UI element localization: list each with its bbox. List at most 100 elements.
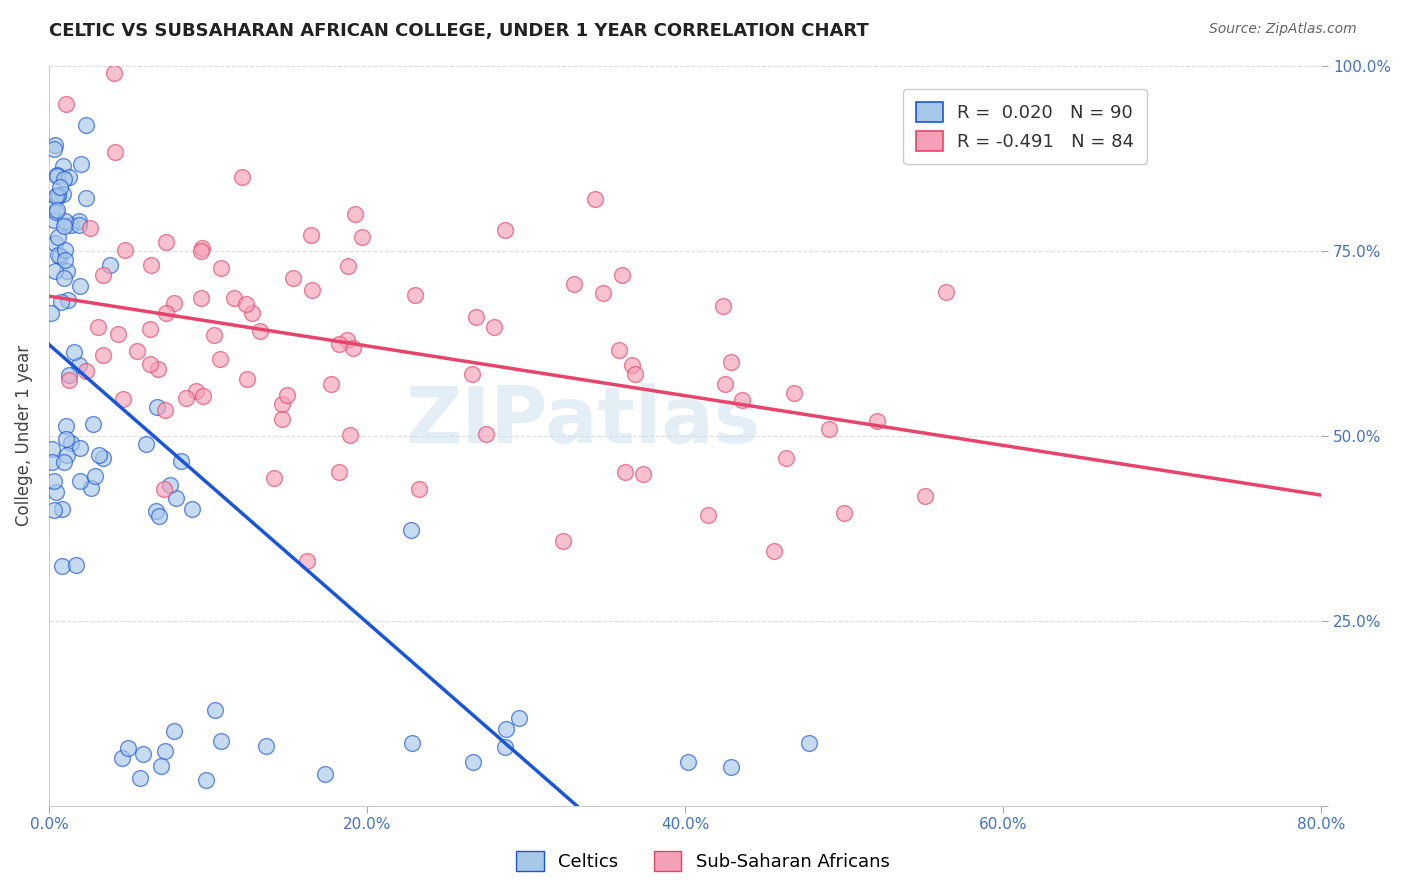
Point	[56, 264, 79, 278]
Point	[209, 351, 232, 366]
Point	[149, 758, 172, 772]
Point	[70, 157, 93, 171]
Point	[343, 207, 366, 221]
Point	[59, 436, 82, 450]
Point	[508, 711, 530, 725]
Point	[711, 299, 734, 313]
Point	[610, 268, 633, 283]
Point	[82, 417, 104, 431]
Point	[817, 422, 839, 436]
Point	[762, 544, 785, 558]
Point	[46, 187, 69, 202]
Point	[53, 214, 76, 228]
Point	[162, 296, 184, 310]
Point	[67, 214, 90, 228]
Point	[191, 389, 214, 403]
Point	[592, 285, 614, 300]
Point	[41, 442, 63, 456]
Point	[44, 264, 66, 278]
Point	[461, 368, 484, 382]
Point	[231, 170, 253, 185]
Point	[129, 771, 152, 785]
Point	[69, 442, 91, 456]
Point	[125, 343, 148, 358]
Point	[494, 222, 516, 236]
Point	[209, 260, 232, 275]
Point	[319, 376, 342, 391]
Point	[75, 118, 97, 132]
Point	[614, 465, 637, 479]
Point	[83, 469, 105, 483]
Point	[91, 348, 114, 362]
Point	[190, 291, 212, 305]
Point	[60, 218, 83, 232]
Point	[91, 268, 114, 282]
Point	[465, 310, 488, 325]
Point	[337, 259, 360, 273]
Point	[271, 411, 294, 425]
Point	[52, 219, 75, 233]
Point	[46, 202, 69, 217]
Point	[46, 248, 69, 262]
Point	[58, 169, 80, 184]
Point	[44, 137, 66, 152]
Point	[153, 743, 176, 757]
Point	[328, 336, 350, 351]
Point	[553, 533, 575, 548]
Point	[240, 306, 263, 320]
Point	[56, 448, 79, 462]
Point	[55, 432, 77, 446]
Point	[52, 271, 75, 285]
Point	[111, 751, 134, 765]
Point	[145, 401, 167, 415]
Point	[104, 145, 127, 159]
Point	[339, 428, 361, 442]
Point	[621, 358, 644, 372]
Text: ZIPatlas: ZIPatlas	[406, 383, 761, 458]
Point	[112, 392, 135, 406]
Point	[65, 558, 87, 573]
Point	[44, 485, 66, 500]
Point	[697, 508, 720, 522]
Point	[281, 270, 304, 285]
Point	[676, 755, 699, 769]
Point	[180, 502, 202, 516]
Point	[204, 327, 226, 342]
Point	[186, 384, 208, 398]
Point	[67, 218, 90, 232]
Point	[91, 450, 114, 465]
Point	[631, 467, 654, 481]
Y-axis label: College, Under 1 year: College, Under 1 year	[15, 345, 32, 526]
Point	[174, 391, 197, 405]
Point	[562, 277, 585, 291]
Point	[89, 448, 111, 462]
Point	[53, 172, 76, 186]
Point	[249, 324, 271, 338]
Point	[103, 66, 125, 80]
Point	[75, 364, 97, 378]
Point	[209, 733, 232, 747]
Point	[45, 189, 67, 203]
Point	[46, 169, 69, 183]
Legend: R =  0.020   N = 90, R = -0.491   N = 84: R = 0.020 N = 90, R = -0.491 N = 84	[903, 89, 1147, 163]
Point	[49, 295, 72, 310]
Point	[191, 240, 214, 254]
Point	[720, 355, 742, 369]
Point	[51, 558, 73, 573]
Point	[42, 502, 65, 516]
Point	[42, 142, 65, 156]
Point	[41, 202, 63, 216]
Point	[714, 376, 737, 391]
Point	[609, 343, 631, 358]
Point	[56, 293, 79, 307]
Point	[222, 291, 245, 305]
Point	[328, 465, 350, 479]
Point	[45, 169, 67, 183]
Point	[153, 403, 176, 417]
Point	[782, 386, 804, 401]
Point	[408, 482, 430, 496]
Point	[75, 191, 97, 205]
Point	[399, 523, 422, 537]
Point	[51, 501, 73, 516]
Point	[495, 722, 517, 736]
